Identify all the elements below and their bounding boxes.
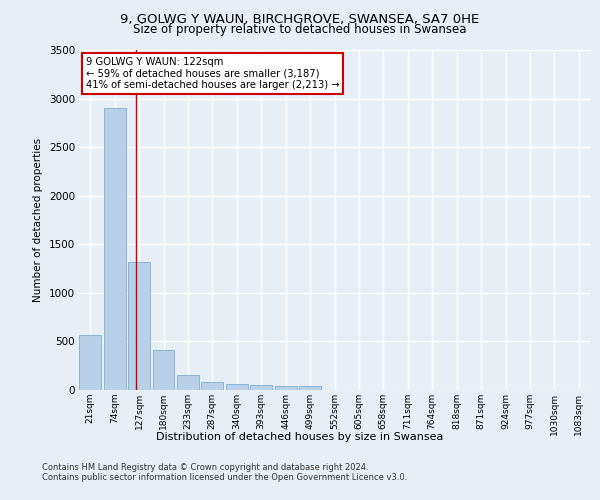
Text: Distribution of detached houses by size in Swansea: Distribution of detached houses by size …: [157, 432, 443, 442]
Bar: [104, 108, 125, 390]
Bar: [128, 262, 150, 390]
Text: 9 GOLWG Y WAUN: 122sqm
← 59% of detached houses are smaller (3,187)
41% of semi-: 9 GOLWG Y WAUN: 122sqm ← 59% of detached…: [86, 57, 340, 90]
Bar: [177, 376, 199, 390]
Text: Size of property relative to detached houses in Swansea: Size of property relative to detached ho…: [133, 22, 467, 36]
Y-axis label: Number of detached properties: Number of detached properties: [34, 138, 43, 302]
Bar: [202, 382, 223, 390]
Text: Contains HM Land Registry data © Crown copyright and database right 2024.: Contains HM Land Registry data © Crown c…: [42, 462, 368, 471]
Bar: [152, 350, 175, 390]
Text: 9, GOLWG Y WAUN, BIRCHGROVE, SWANSEA, SA7 0HE: 9, GOLWG Y WAUN, BIRCHGROVE, SWANSEA, SA…: [121, 12, 479, 26]
Bar: [226, 384, 248, 390]
Bar: [299, 386, 321, 390]
Bar: [79, 334, 101, 390]
Text: Contains public sector information licensed under the Open Government Licence v3: Contains public sector information licen…: [42, 472, 407, 482]
Bar: [250, 384, 272, 390]
Bar: [275, 386, 296, 390]
